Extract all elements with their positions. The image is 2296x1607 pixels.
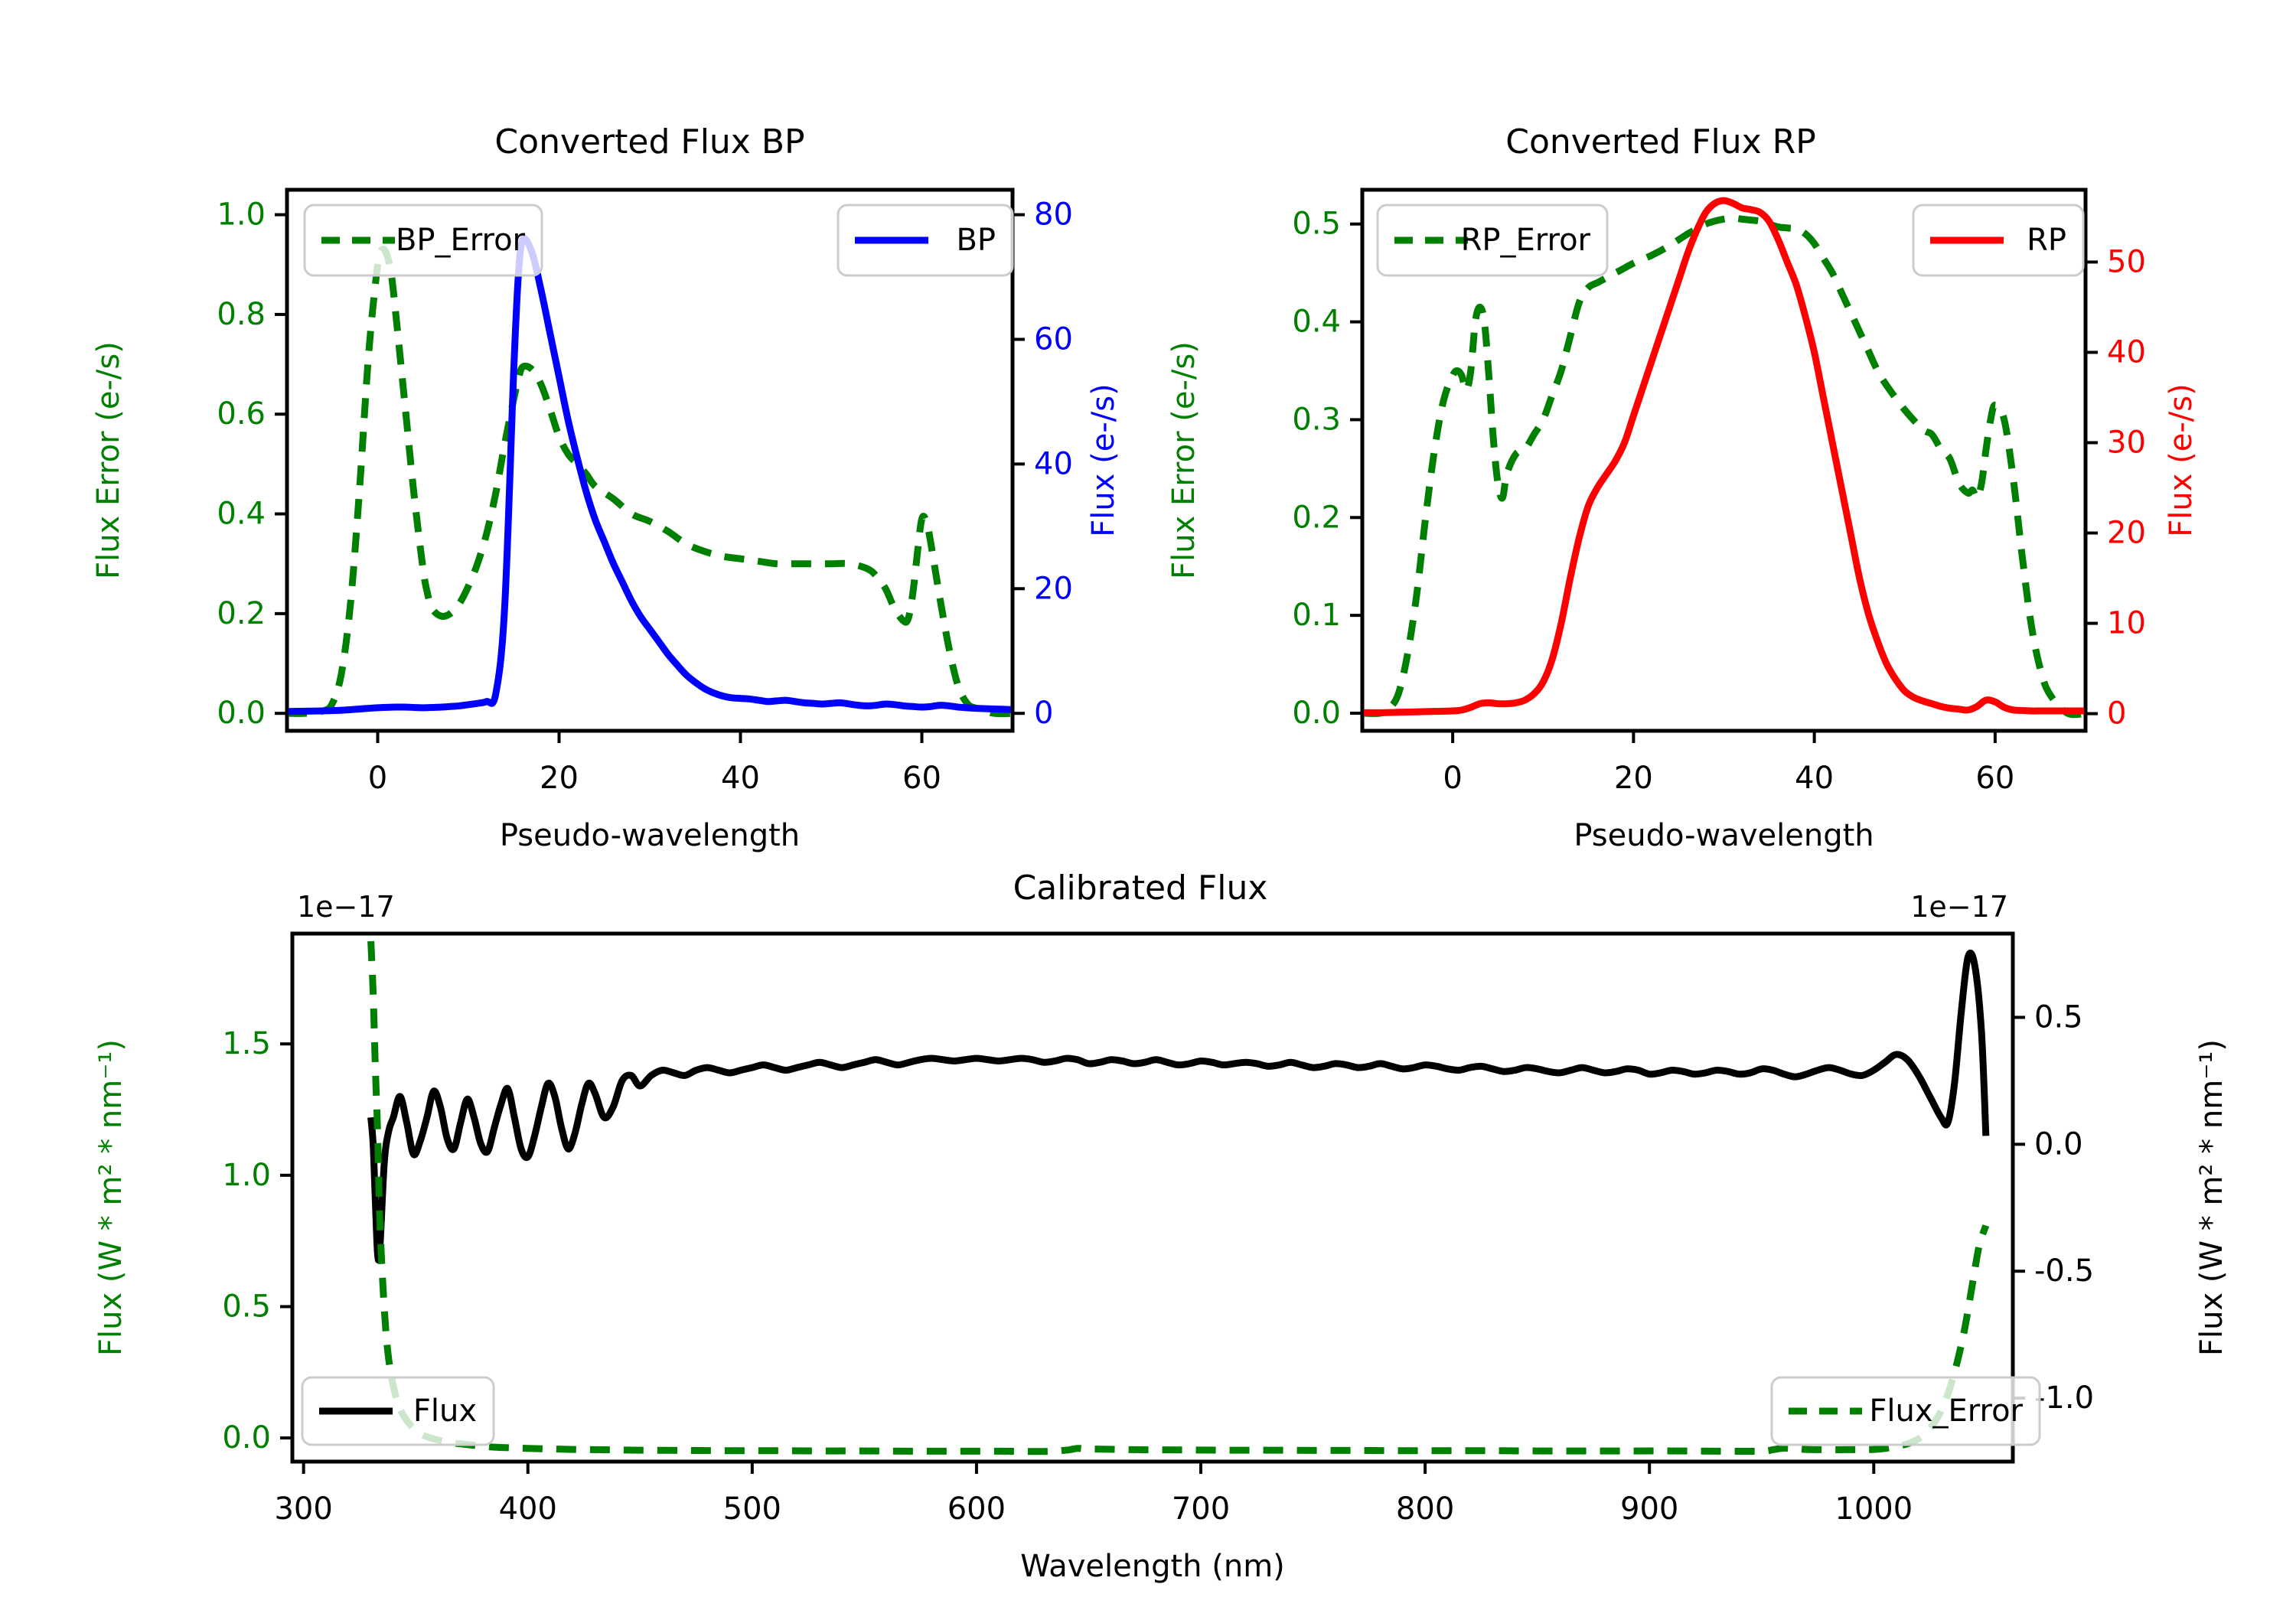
y-right-tick-label: 40 <box>2107 334 2146 370</box>
legend-box <box>301 1376 495 1446</box>
legend-label: BP <box>956 223 996 258</box>
x-tick-label: 1000 <box>1835 1491 1913 1527</box>
series-line-flux <box>367 949 1990 1264</box>
y-right-tick-label: 0 <box>2107 696 2126 732</box>
series-line-flux_error <box>367 940 1990 1455</box>
panel-converted-flux-bp: Converted Flux BP 0 20 40 60 Pseudo-waveleng… <box>0 0 1148 853</box>
series-line-bp_error <box>289 246 1011 718</box>
y-left-tick-label: 0.4 <box>1292 305 1341 340</box>
y-left-tick-label: 0.2 <box>1292 500 1341 535</box>
y-left-tick-label: 0.5 <box>1292 207 1341 242</box>
legend-rp-error[interactable]: RP_Error <box>1376 204 1609 277</box>
x-tick-label: 300 <box>274 1491 332 1527</box>
y-right-tick-label: -1.0 <box>2034 1380 2094 1416</box>
y-right-tick-label: 0.5 <box>2034 999 2083 1035</box>
legend-label: BP_Error <box>396 223 526 258</box>
y-left-tick-label: 1.0 <box>222 1158 271 1193</box>
legend-bp-error[interactable]: BP_Error <box>303 204 543 277</box>
plot-frame <box>1360 187 2088 733</box>
y-right-offset-text: 1e−17 <box>1910 890 2008 924</box>
legend-label: Flux_Error <box>1869 1393 2023 1429</box>
y-left-tick-label: 0.0 <box>1292 696 1341 731</box>
legend-label: RP_Error <box>1461 223 1591 258</box>
panel-rp-title: Converted Flux RP <box>1505 122 1816 161</box>
y-left-tick-label: 0.6 <box>217 396 266 432</box>
legend-flux[interactable]: Flux <box>301 1376 495 1446</box>
y-right-tick-label: 0.0 <box>2034 1126 2083 1162</box>
series-line-bp <box>289 235 1011 715</box>
panel-calibrated-flux: Calibrated Flux 300 400 500 600 700 800 900 100… <box>0 788 2296 1607</box>
y-left-axis-label: Flux Error (e-/s) <box>91 341 126 579</box>
x-tick-label: 40 <box>721 761 760 796</box>
legend-box <box>1376 204 1609 277</box>
y-left-tick-label: 0.1 <box>1292 598 1341 633</box>
y-right-tick-label: 10 <box>2107 606 2146 641</box>
x-tick-label: 800 <box>1396 1491 1454 1527</box>
x-tick-label: 60 <box>902 761 941 796</box>
x-tick-label: 700 <box>1172 1491 1230 1527</box>
plot-frame <box>290 931 2015 1464</box>
y-left-tick-label: 0.0 <box>222 1420 271 1455</box>
y-right-axis-label: Flux (W * m² * nm⁻¹) <box>2194 1039 2229 1356</box>
x-tick-label: 40 <box>1795 761 1834 796</box>
y-right-tick-label: 40 <box>1034 446 1073 481</box>
x-tick-label: 20 <box>1614 761 1653 796</box>
panel-converted-flux-rp: Converted Flux RP 0 20 40 60 Pseudo-waveleng… <box>1071 0 2296 853</box>
y-right-axis-label: Flux (e-/s) <box>1086 383 1121 536</box>
y-right-tick-label: 50 <box>2107 244 2146 279</box>
y-left-tick-label: 0.2 <box>217 596 266 631</box>
x-tick-label: 0 <box>368 761 387 796</box>
x-axis-label: Wavelength (nm) <box>1020 1549 1285 1584</box>
y-right-tick-label: 60 <box>1034 321 1073 357</box>
legend-rp[interactable]: RP <box>1912 204 2085 277</box>
y-left-axis-label: Flux (W * m² * nm⁻¹) <box>93 1039 129 1356</box>
legend-bp[interactable]: BP <box>837 204 1014 277</box>
x-axis-label: Pseudo-wavelength <box>500 818 800 853</box>
y-right-tick-label: 30 <box>2107 425 2146 460</box>
y-left-tick-label: 0.5 <box>222 1289 271 1324</box>
y-right-tick-label: 0 <box>1034 696 1053 731</box>
series-line-rp <box>1364 197 2084 716</box>
y-left-tick-label: 1.5 <box>222 1026 271 1061</box>
x-tick-label: 20 <box>540 761 579 796</box>
x-tick-label: 900 <box>1620 1491 1678 1527</box>
y-left-tick-label: 0.0 <box>217 696 266 731</box>
plot-frame <box>285 187 1015 733</box>
x-tick-label: 60 <box>1975 761 2014 796</box>
x-tick-label: 600 <box>947 1491 1006 1527</box>
legend-label: RP <box>2027 223 2066 258</box>
y-left-tick-label: 0.4 <box>217 497 266 532</box>
x-axis-label: Pseudo-wavelength <box>1574 818 1874 853</box>
legend-label: Flux <box>413 1393 477 1429</box>
legend-flux-error[interactable]: Flux_Error <box>1770 1376 2041 1446</box>
y-left-axis-label: Flux Error (e-/s) <box>1166 341 1202 579</box>
y-left-tick-label: 0.8 <box>217 297 266 332</box>
panel-calibrated-title: Calibrated Flux <box>1013 869 1268 908</box>
y-right-tick-label: 20 <box>1034 571 1073 606</box>
y-left-offset-text: 1e−17 <box>297 890 395 924</box>
x-tick-label: 0 <box>1443 761 1462 796</box>
x-tick-label: 500 <box>723 1491 781 1527</box>
y-left-tick-label: 0.3 <box>1292 402 1341 437</box>
y-left-tick-label: 1.0 <box>217 197 266 233</box>
y-right-tick-label: 20 <box>2107 516 2146 551</box>
series-line-rp_error <box>1364 214 2084 719</box>
legend-box <box>303 204 543 277</box>
y-right-tick-label: 80 <box>1034 197 1073 233</box>
panel-bp-title: Converted Flux BP <box>494 122 804 161</box>
x-tick-label: 400 <box>499 1491 557 1527</box>
y-right-axis-label: Flux (e-/s) <box>2164 383 2199 536</box>
y-right-tick-label: -0.5 <box>2034 1253 2094 1289</box>
legend-box <box>1770 1376 2041 1446</box>
